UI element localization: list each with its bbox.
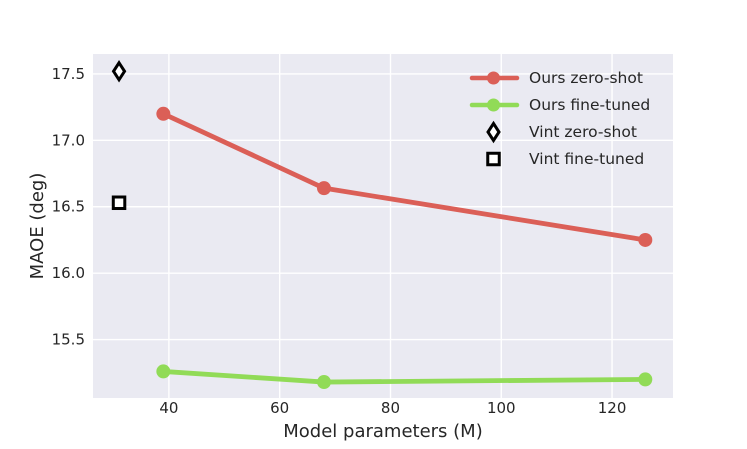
circle-marker [317, 375, 332, 390]
axes-background [93, 54, 673, 398]
circle-marker [638, 372, 653, 387]
diamond-marker [111, 60, 127, 83]
circle-marker [317, 181, 332, 196]
circle-marker [486, 98, 501, 112]
series-ours-zero-shot [156, 106, 653, 247]
legend-entry: Ours fine-tuned [469, 96, 650, 114]
circle-marker [638, 232, 653, 247]
series-vint-fine-tuned [111, 195, 127, 211]
x-tick-label: 60 [270, 399, 289, 417]
plot-area [93, 54, 673, 398]
x-tick-label: 80 [381, 399, 400, 417]
legend-entry: Ours zero-shot [469, 69, 643, 87]
legend-label: Ours fine-tuned [529, 96, 650, 114]
x-axis-label: Model parameters (M) [283, 421, 482, 442]
y-axis-label: MAOE (deg) [27, 173, 48, 280]
legend-label: Vint zero-shot [529, 123, 637, 141]
legend-entry: Vint fine-tuned [486, 150, 644, 168]
square-marker [111, 195, 127, 211]
y-tick-label: 17.5 [52, 65, 85, 83]
series-ours-fine-tuned [156, 364, 653, 390]
x-tick-label: 40 [159, 399, 178, 417]
circle-marker [486, 71, 501, 85]
legend: Ours zero-shot Ours fine-tuned Vint zero-s… [469, 69, 650, 168]
legend-label: Vint fine-tuned [529, 150, 644, 168]
circle-marker [156, 106, 171, 121]
diamond-marker [486, 120, 501, 144]
y-tick-label: 15.5 [52, 331, 85, 349]
y-tick-label: 16.5 [52, 198, 85, 216]
legend-label: Ours zero-shot [529, 69, 643, 87]
series-vint-zero-shot [111, 60, 127, 83]
square-marker [486, 151, 501, 167]
y-tick-label: 17.0 [52, 131, 85, 149]
x-tick-label: 120 [598, 399, 627, 417]
legend-entry: Vint zero-shot [486, 120, 637, 144]
axis-ticks: 40 60 80 100 120 15.5 16.0 16.5 17.0 17.5 [52, 65, 627, 417]
x-tick-label: 100 [487, 399, 516, 417]
circle-marker [156, 364, 171, 379]
y-tick-label: 16.0 [52, 264, 85, 282]
